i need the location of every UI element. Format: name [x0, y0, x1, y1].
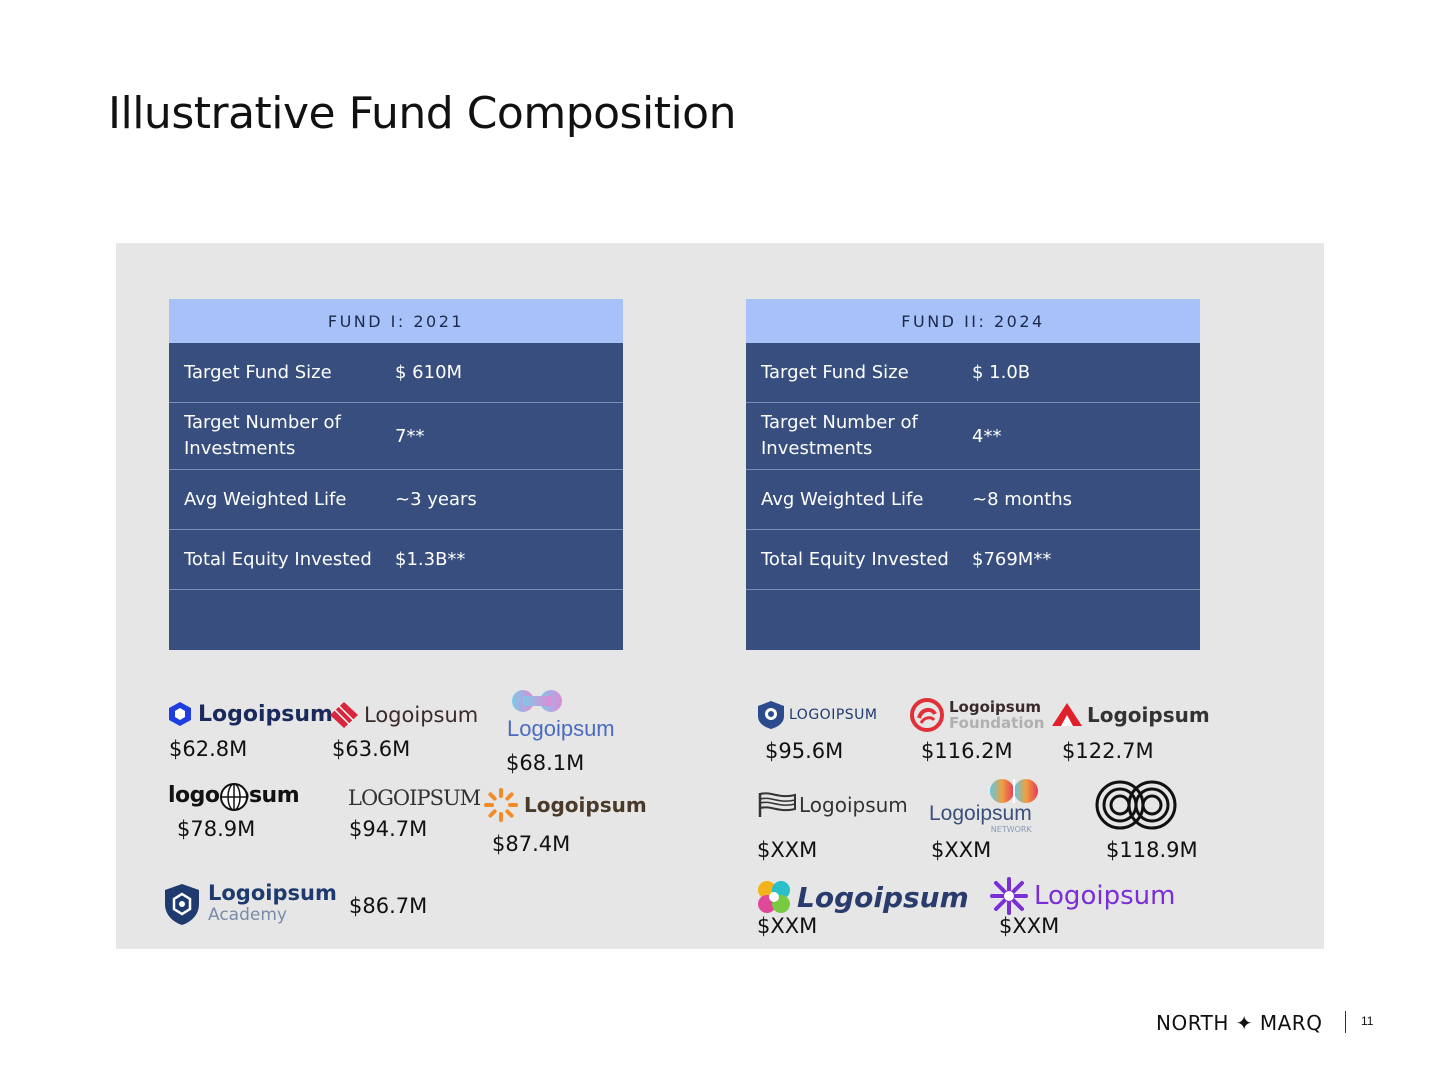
row-value: 4**: [972, 425, 1002, 447]
fund-2-table: FUND II: 2024 Target Fund Size $ 1.0B Ta…: [746, 299, 1200, 650]
investment-amount: $86.7M: [349, 894, 428, 918]
investment-amount: $95.6M: [765, 739, 844, 763]
logo-text: Logoipsum: [797, 880, 969, 914]
logo-text: Logoipsum: [929, 802, 1032, 825]
page-title: Illustrative Fund Composition: [108, 88, 737, 139]
footer-divider: [1345, 1011, 1346, 1033]
logo-text: Logoipsum: [507, 716, 615, 741]
logo-subtext: NETWORK: [990, 825, 1032, 834]
logo-text: Logoipsum: [198, 701, 333, 727]
row-label: Total Equity Invested: [184, 548, 372, 570]
table-row: Avg Weighted Life ~8 months: [746, 470, 1200, 530]
concentric-loops-icon: [1095, 780, 1177, 830]
investment-amount: $XXM: [757, 838, 818, 862]
page-number: 11: [1361, 1014, 1374, 1028]
portfolio-logo: Logoipsum: [755, 878, 969, 916]
investment-amount: $63.6M: [332, 737, 411, 761]
row-value: $ 1.0B: [972, 362, 1031, 383]
row-label: Total Equity Invested: [761, 548, 949, 570]
investment-amount: $XXM: [757, 914, 818, 938]
row-value: $ 610M: [395, 362, 463, 383]
portfolio-logo: Logoipsum Academy: [162, 882, 337, 926]
logo-text: Logoipsum: [949, 698, 1042, 716]
flag-icon: [758, 792, 796, 817]
investment-amount: $87.4M: [492, 832, 571, 856]
row-label: Target Fund Size: [761, 361, 909, 383]
logo-text: LOGOIPSUM: [789, 707, 878, 723]
portfolio-logo: [509, 688, 565, 719]
sunburst-icon: [484, 788, 518, 822]
portfolio-logo: Logoipsum: [329, 701, 478, 729]
logo-subtext: Foundation: [949, 714, 1045, 732]
fund-1-header: FUND I: 2021: [169, 299, 623, 343]
portfolio-logo: [1094, 779, 1178, 836]
row-label: Avg Weighted Life: [761, 488, 924, 510]
table-row: Target Number of Investments 4**: [746, 403, 1200, 470]
globe-icon: [220, 783, 248, 811]
logo-subtext: Academy: [208, 905, 287, 925]
portfolio-logo: Logoipsum: [757, 791, 908, 819]
row-label: Avg Weighted Life: [184, 488, 347, 510]
logo-text: Logoipsum: [524, 793, 647, 817]
hexagon-icon: [169, 702, 191, 726]
table-row: Total Equity Invested $769M**: [746, 530, 1200, 590]
row-label: Target Number of Investments: [761, 412, 918, 459]
row-label: Target Fund Size: [184, 361, 332, 383]
logo-text: Logoipsum: [1034, 881, 1176, 911]
portfolio-logo: Logoipsum: [482, 786, 647, 824]
logo-text: Logoipsum: [799, 793, 908, 817]
investment-amount: $62.8M: [169, 737, 248, 761]
portfolio-logo: LOGOIPSUM: [348, 786, 481, 810]
table-row: Total Equity Invested $1.3B**: [169, 530, 623, 590]
logo-text: Logoipsum: [364, 703, 479, 727]
infinity-blob-icon: [512, 690, 562, 712]
row-value: 7**: [395, 425, 425, 447]
row-value: ~3 years: [395, 489, 477, 510]
table-row: Target Number of Investments 7**: [169, 403, 623, 470]
fund-1-table: FUND I: 2021 Target Fund Size $ 610M Tar…: [169, 299, 623, 650]
swirl-circle-icon: [910, 698, 944, 732]
logo-text: Logoipsum: [208, 881, 337, 905]
fund-2-header: FUND II: 2024: [746, 299, 1200, 343]
investment-amount: $94.7M: [349, 817, 428, 841]
portfolio-logo: logo ipsum: [168, 783, 300, 811]
gradient-circles-icon: [990, 779, 1038, 803]
portfolio-logo: [988, 778, 1040, 809]
shield-icon: [165, 884, 199, 925]
investment-amount: $XXM: [931, 838, 992, 862]
investment-amount: $78.9M: [177, 817, 256, 841]
table-row: Target Fund Size $ 610M: [169, 343, 623, 403]
portfolio-logo: Logoipsum: [988, 876, 1175, 916]
lion-badge-icon: [758, 701, 784, 729]
investment-amount: $68.1M: [506, 751, 585, 775]
portfolio-logo: LOGOIPSUM: [757, 700, 877, 730]
logo-text: LOGOIPSUM: [348, 786, 481, 810]
investment-amount: $116.2M: [921, 739, 1013, 763]
company-logo: NORTH ✦ MARQ: [1156, 1011, 1323, 1035]
row-label: Target Number of Investments: [184, 412, 341, 459]
portfolio-logo: Logoipsum: [168, 701, 333, 727]
table-row: Target Fund Size $ 1.0B: [746, 343, 1200, 403]
row-value: ~8 months: [972, 489, 1073, 510]
investment-amount: $122.7M: [1062, 739, 1154, 763]
row-value: $769M**: [972, 549, 1052, 570]
logo-text: Logoipsum: [1087, 703, 1210, 727]
portfolio-logo: Logoipsum Foundation: [910, 698, 1044, 732]
mountain-triangle-icon: [1052, 703, 1082, 726]
colorful-knot-icon: [758, 881, 790, 913]
investment-amount: $118.9M: [1106, 838, 1198, 862]
investment-amount: $XXM: [999, 914, 1060, 938]
table-row-empty: [746, 590, 1200, 650]
portfolio-logo: Logoipsum: [1051, 702, 1210, 728]
table-row: Avg Weighted Life ~3 years: [169, 470, 623, 530]
star-burst-icon: [990, 877, 1028, 915]
table-row-empty: [169, 590, 623, 650]
diamond-stripes-icon: [330, 702, 358, 728]
row-value: $1.3B**: [395, 549, 466, 570]
